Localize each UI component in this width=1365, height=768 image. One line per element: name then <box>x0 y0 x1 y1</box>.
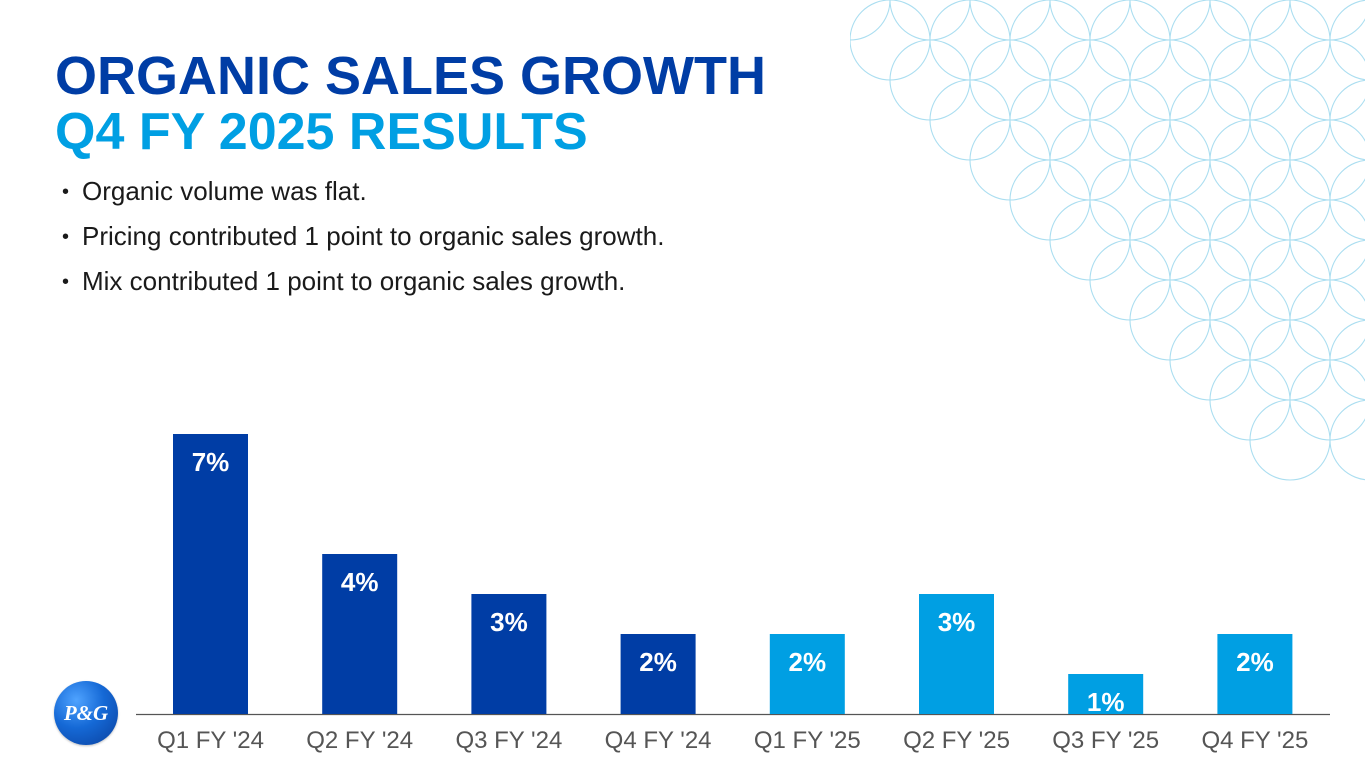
bullet-item: • Mix contributed 1 point to organic sale… <box>62 266 664 297</box>
bar-value-label: 4% <box>341 567 379 597</box>
bar <box>173 434 248 714</box>
bullet-text: Organic volume was flat. <box>82 176 367 206</box>
x-tick-label: Q4 FY '24 <box>605 727 712 754</box>
bullet-list: • Organic volume was flat. • Pricing contr… <box>62 176 664 311</box>
bar <box>620 634 696 714</box>
bar <box>471 594 547 714</box>
bar-value-label: 1% <box>1087 687 1125 717</box>
page-title: ORGANIC SALES GROWTH <box>55 46 766 106</box>
x-tick-label: Q3 FY '25 <box>1052 727 1159 754</box>
bar-value-label: 2% <box>639 647 677 677</box>
bar-value-label: 2% <box>1236 647 1274 677</box>
bullet-item: • Organic volume was flat. <box>62 176 664 207</box>
x-tick-label: Q1 FY '24 <box>157 727 264 754</box>
bar-value-label: 3% <box>490 607 528 637</box>
bullet-item: • Pricing contributed 1 point to organic … <box>62 221 664 252</box>
bullet-text: Mix contributed 1 point to organic sales… <box>82 266 626 296</box>
x-tick-label: Q2 FY '25 <box>903 727 1010 754</box>
bar-value-label: 2% <box>789 647 827 677</box>
bar <box>322 554 398 714</box>
pg-logo: P&G <box>54 681 118 745</box>
bar <box>769 634 845 714</box>
x-tick-label: Q4 FY '25 <box>1201 727 1308 754</box>
x-tick-label: Q3 FY '24 <box>455 727 562 754</box>
bar-value-label: 7% <box>192 447 230 477</box>
bullet-icon: • <box>62 271 70 293</box>
x-tick-label: Q1 FY '25 <box>754 727 861 754</box>
bullet-text: Pricing contributed 1 point to organic s… <box>82 221 665 251</box>
page-subtitle: Q4 FY 2025 RESULTS <box>55 103 588 161</box>
bar <box>1217 634 1293 714</box>
x-tick-label: Q2 FY '24 <box>306 727 413 754</box>
bullet-icon: • <box>62 226 70 248</box>
bar <box>1068 674 1144 714</box>
bar-value-label: 3% <box>938 607 976 637</box>
bar <box>919 594 994 714</box>
bullet-icon: • <box>62 181 70 203</box>
